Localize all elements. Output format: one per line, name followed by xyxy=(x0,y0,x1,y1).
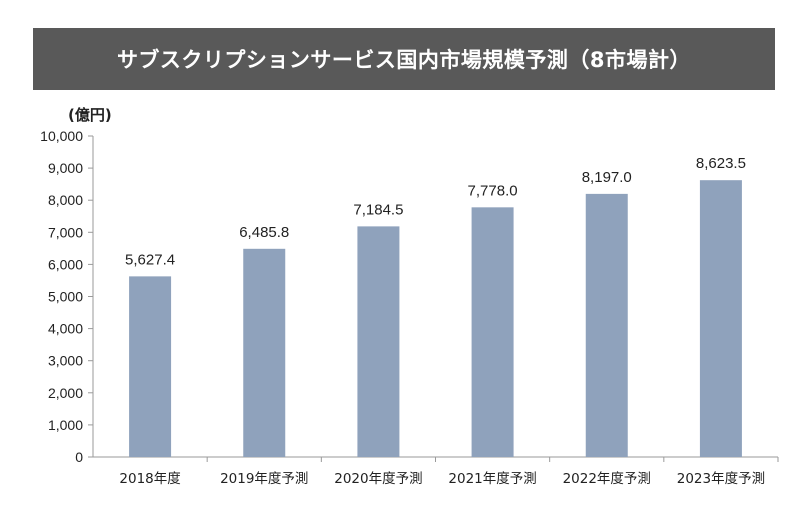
y-tick-label: 10,000 xyxy=(40,128,83,144)
y-axis-unit-label: (億円) xyxy=(68,106,112,124)
data-label: 5,627.4 xyxy=(125,251,175,268)
data-label: 6,485.8 xyxy=(239,224,289,241)
data-label: 8,623.5 xyxy=(696,155,746,172)
x-category-label: 2019年度予測 xyxy=(220,471,308,487)
y-tick-label: 9,000 xyxy=(48,160,83,176)
y-tick-label: 5,000 xyxy=(48,289,83,305)
chart-title: サブスクリプションサービス国内市場規模予測（8市場計） xyxy=(33,28,775,90)
y-tick-label: 2,000 xyxy=(48,385,83,401)
y-tick-label: 4,000 xyxy=(48,321,83,337)
data-label: 8,197.0 xyxy=(582,169,632,186)
data-label: 7,184.5 xyxy=(353,201,403,218)
bar xyxy=(471,207,514,457)
y-axis: 0 1,000 2,000 3,000 4,000 5,000 6,000 7,000 8,00… xyxy=(40,128,94,465)
bar xyxy=(585,193,628,458)
bar xyxy=(357,226,400,457)
y-tick-label: 7,000 xyxy=(48,224,83,240)
bars xyxy=(129,180,742,458)
x-axis: 2018年度 2019年度予測 2020年度予測 2021年度予測 2022年度予測 20… xyxy=(93,456,779,487)
bar xyxy=(243,248,286,457)
y-tick-label: 6,000 xyxy=(48,256,83,272)
data-labels: 5,627.4 6,485.8 7,184.5 7,778.0 8,197.0 8,623… xyxy=(125,155,746,268)
y-tick-label: 0 xyxy=(75,449,83,465)
y-tick-label: 1,000 xyxy=(48,417,83,433)
data-label: 7,778.0 xyxy=(468,182,518,199)
x-category-label: 2020年度予測 xyxy=(334,471,422,487)
x-category-label: 2018年度 xyxy=(119,471,180,487)
x-category-label: 2021年度予測 xyxy=(448,471,536,487)
bar xyxy=(699,180,742,457)
bar xyxy=(129,276,172,457)
y-tick-label: 3,000 xyxy=(48,353,83,369)
x-category-label: 2023年度予測 xyxy=(677,471,765,487)
x-category-label: 2022年度予測 xyxy=(563,471,651,487)
y-tick-label: 8,000 xyxy=(48,192,83,208)
